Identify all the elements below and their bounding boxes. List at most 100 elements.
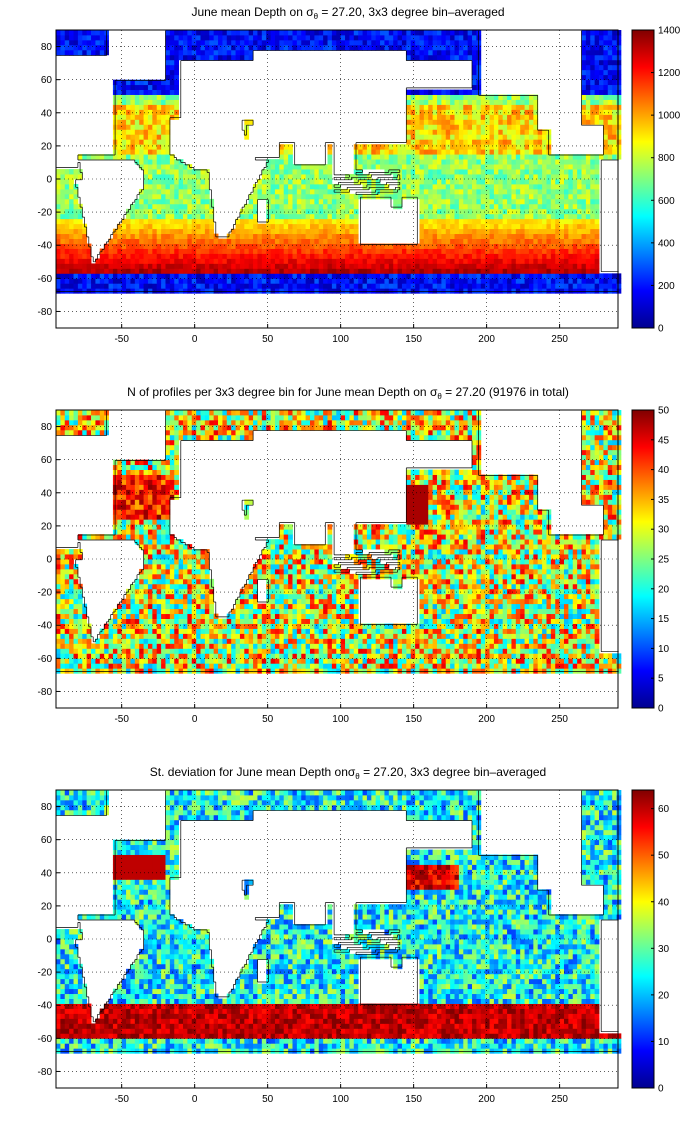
data-cell: [463, 49, 469, 56]
data-cell: [590, 213, 596, 220]
data-cell: [594, 59, 600, 66]
data-cell: [458, 183, 464, 190]
data-cell: [612, 39, 617, 46]
data-cell: [323, 268, 328, 274]
data-cell: [191, 54, 197, 61]
data-cell: [380, 30, 385, 36]
data-cell: [327, 218, 333, 225]
data-cell: [222, 668, 228, 674]
data-cell: [366, 30, 372, 36]
data-cell: [463, 238, 469, 244]
data-cell: [397, 658, 403, 664]
data-cell: [174, 174, 180, 180]
data-cell: [467, 54, 473, 61]
data-cell: [152, 104, 158, 110]
data-cell: [410, 30, 416, 36]
data-cell: [121, 84, 127, 90]
data-cell: [318, 188, 324, 195]
data-cell: [419, 39, 425, 46]
data-cell: [130, 104, 136, 110]
data-cell: [152, 268, 158, 274]
data-cell: [528, 169, 534, 175]
data-cell: [314, 248, 320, 254]
data-cell: [441, 658, 447, 664]
data-cell: [594, 34, 600, 41]
data-cell: [336, 208, 342, 215]
data-cell: [318, 668, 324, 674]
data-cell: [69, 263, 74, 269]
data-cell: [266, 233, 271, 239]
data-cell: [73, 203, 79, 210]
data-cell: [436, 104, 442, 110]
data-cell: [301, 193, 307, 200]
data-cell: [472, 139, 477, 145]
data-cell: [393, 248, 398, 254]
data-cell: [401, 193, 407, 200]
data-cell: [218, 653, 223, 659]
data-cell: [375, 193, 381, 200]
data-cell: [515, 648, 521, 654]
data-cell: [327, 179, 333, 185]
data-cell: [266, 188, 271, 195]
data-cell: [489, 144, 495, 150]
data-cell: [134, 288, 140, 294]
data-cell: [397, 278, 403, 284]
data-cell: [476, 243, 482, 249]
data-cell: [445, 188, 451, 195]
data-cell: [152, 203, 158, 210]
data-cell: [594, 54, 600, 61]
data-cell: [126, 648, 131, 654]
data-cell: [296, 658, 302, 664]
data-cell: [581, 69, 587, 76]
data-cell: [73, 218, 79, 225]
data-cell: [507, 114, 512, 120]
data-cell: [432, 668, 438, 674]
data-cell: [423, 193, 429, 200]
data-cell: [441, 263, 447, 269]
data-cell: [428, 248, 434, 254]
data-cell: [436, 94, 442, 100]
data-cell: [599, 283, 604, 289]
data-cell: [441, 169, 447, 175]
data-cell: [406, 648, 412, 654]
data-cell: [95, 268, 101, 274]
data-cell: [366, 154, 372, 160]
data-cell: [226, 648, 232, 654]
data-cell: [371, 179, 377, 185]
data-cell: [489, 139, 495, 145]
data-cell: [375, 34, 381, 41]
data-cell: [423, 658, 429, 664]
data-cell: [542, 213, 547, 220]
data-cell: [432, 49, 438, 56]
data-cell: [577, 268, 582, 274]
data-cell: [309, 34, 315, 41]
data-cell: [410, 653, 416, 659]
data-cell: [380, 653, 385, 659]
data-cell: [472, 44, 477, 51]
data-cell: [178, 273, 184, 279]
data-cell: [187, 273, 193, 279]
data-cell: [169, 208, 175, 215]
data-cell: [533, 283, 539, 289]
data-cell: [270, 278, 276, 284]
data-cell: [498, 134, 504, 140]
data-cell: [533, 183, 539, 190]
data-cell: [463, 663, 469, 669]
data-cell: [555, 198, 561, 205]
data-cell: [226, 668, 232, 674]
data-cell: [458, 248, 464, 254]
data-cell: [323, 223, 328, 230]
data-cell: [515, 124, 521, 130]
data-cell: [410, 663, 416, 669]
data-cell: [340, 253, 346, 259]
data-cell: [520, 154, 525, 160]
data-cell: [489, 134, 495, 140]
data-cell: [524, 94, 530, 100]
data-cell: [594, 268, 600, 274]
data-cell: [126, 238, 131, 244]
data-cell: [441, 268, 447, 274]
data-cell: [200, 188, 206, 195]
data-cell: [152, 193, 158, 200]
data-cell: [305, 283, 311, 289]
data-cell: [441, 283, 447, 289]
